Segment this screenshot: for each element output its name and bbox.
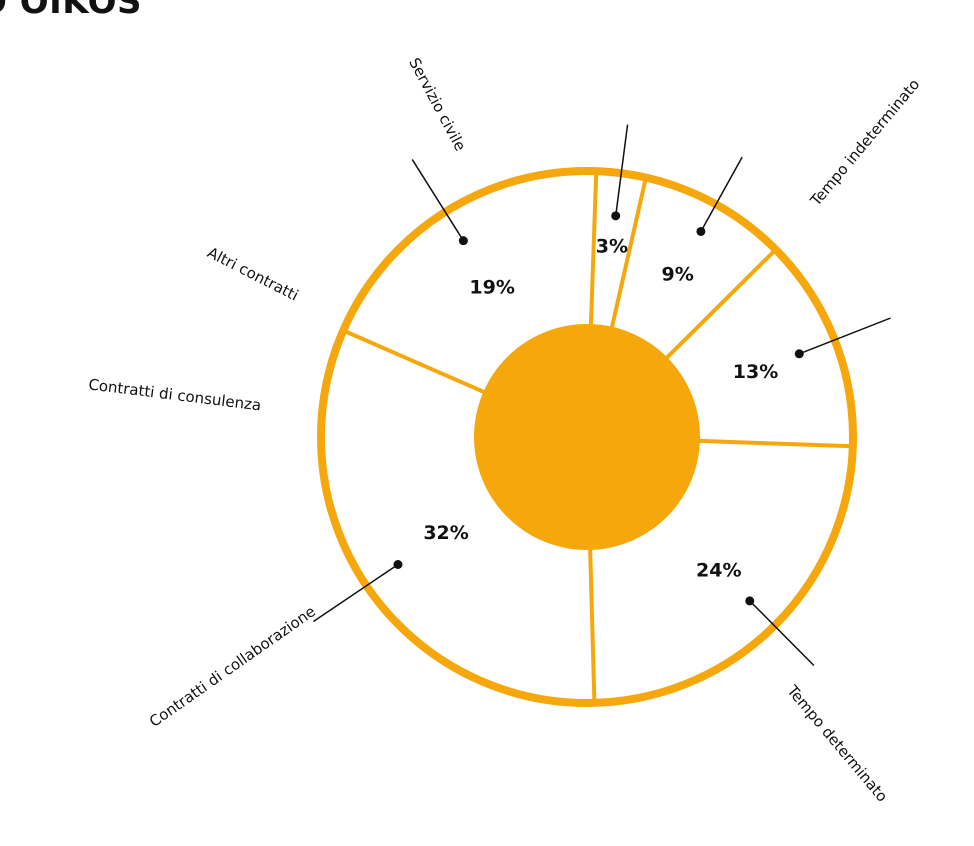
leader-line-servizio-civile [799, 317, 891, 355]
slice-divider-servizio-civile [662, 248, 778, 362]
slice-divider-tempo-indeterminato [695, 438, 853, 449]
slice-label-tempo-determinato: Tempo determinato [783, 681, 891, 805]
slice-label-tempo-indeterminato: Tempo indeterminato [806, 75, 923, 210]
slice-value-tempo-indeterminato: 24% [696, 560, 741, 582]
slice-label-contratti-di-consulenza: Contratti di consulenza [87, 375, 262, 414]
slice-divider-contratti-di-consulenza [588, 171, 599, 329]
slice-divider-contratti-di-collaborazione [342, 328, 488, 396]
slice-label-servizio-civile: Servizio civile [405, 55, 469, 154]
slice-label-contratti-di-collaborazione: Contratti di collaborazione [146, 602, 319, 731]
slice-value-servizio-civile: 13% [733, 361, 778, 383]
slice-value-contratti-di-collaborazione: 19% [469, 276, 514, 298]
leader-line-altri-contratti [700, 156, 743, 232]
leader-line-tempo-indeterminato [749, 600, 815, 667]
leader-line-contratti-di-consulenza [614, 124, 629, 216]
leader-line-contratti-di-collaborazione [411, 159, 465, 242]
chart-outer-ring [317, 167, 857, 707]
slice-divider-altri-contratti [609, 177, 648, 332]
leader-lines [312, 124, 891, 667]
slice-value-tempo-determinato: 32% [423, 522, 468, 544]
slice-value-altri-contratti: 9% [662, 263, 694, 285]
slice-value-labels: 24% 32% 19% 3% 9% 13% [423, 236, 778, 582]
slice-divider-tempo-determinato [588, 545, 597, 703]
leader-line-tempo-determinato [312, 563, 399, 623]
slice-value-contratti-di-consulenza: 3% [596, 236, 628, 258]
page-title: O OIKOS [0, 0, 143, 22]
chart-center-disc [474, 324, 700, 550]
slice-label-altri-contratti: Altri contratti [204, 243, 301, 304]
slice-dividers [342, 171, 853, 703]
